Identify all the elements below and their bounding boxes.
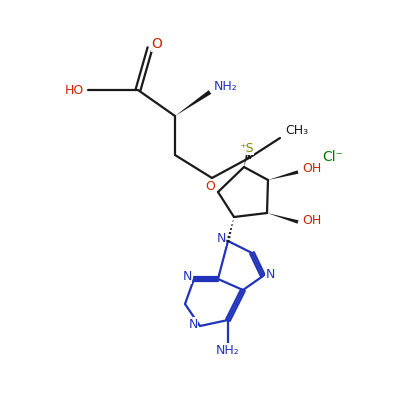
Text: N: N bbox=[182, 270, 192, 284]
Polygon shape bbox=[268, 170, 298, 180]
Text: Cl⁻: Cl⁻ bbox=[322, 150, 344, 164]
Text: O: O bbox=[152, 37, 162, 51]
Text: ⁺S: ⁺S bbox=[239, 142, 253, 154]
Text: N: N bbox=[216, 232, 226, 246]
Text: CH₃: CH₃ bbox=[285, 124, 308, 138]
Polygon shape bbox=[175, 90, 211, 116]
Text: NH₂: NH₂ bbox=[216, 344, 240, 356]
Text: N: N bbox=[188, 318, 198, 330]
Text: HO: HO bbox=[65, 84, 84, 96]
Text: NH₂: NH₂ bbox=[214, 80, 238, 94]
Text: N: N bbox=[265, 268, 275, 280]
Text: OH: OH bbox=[302, 162, 321, 174]
Text: O: O bbox=[205, 180, 215, 192]
Polygon shape bbox=[244, 145, 251, 167]
Polygon shape bbox=[267, 213, 298, 224]
Text: OH: OH bbox=[302, 214, 321, 226]
